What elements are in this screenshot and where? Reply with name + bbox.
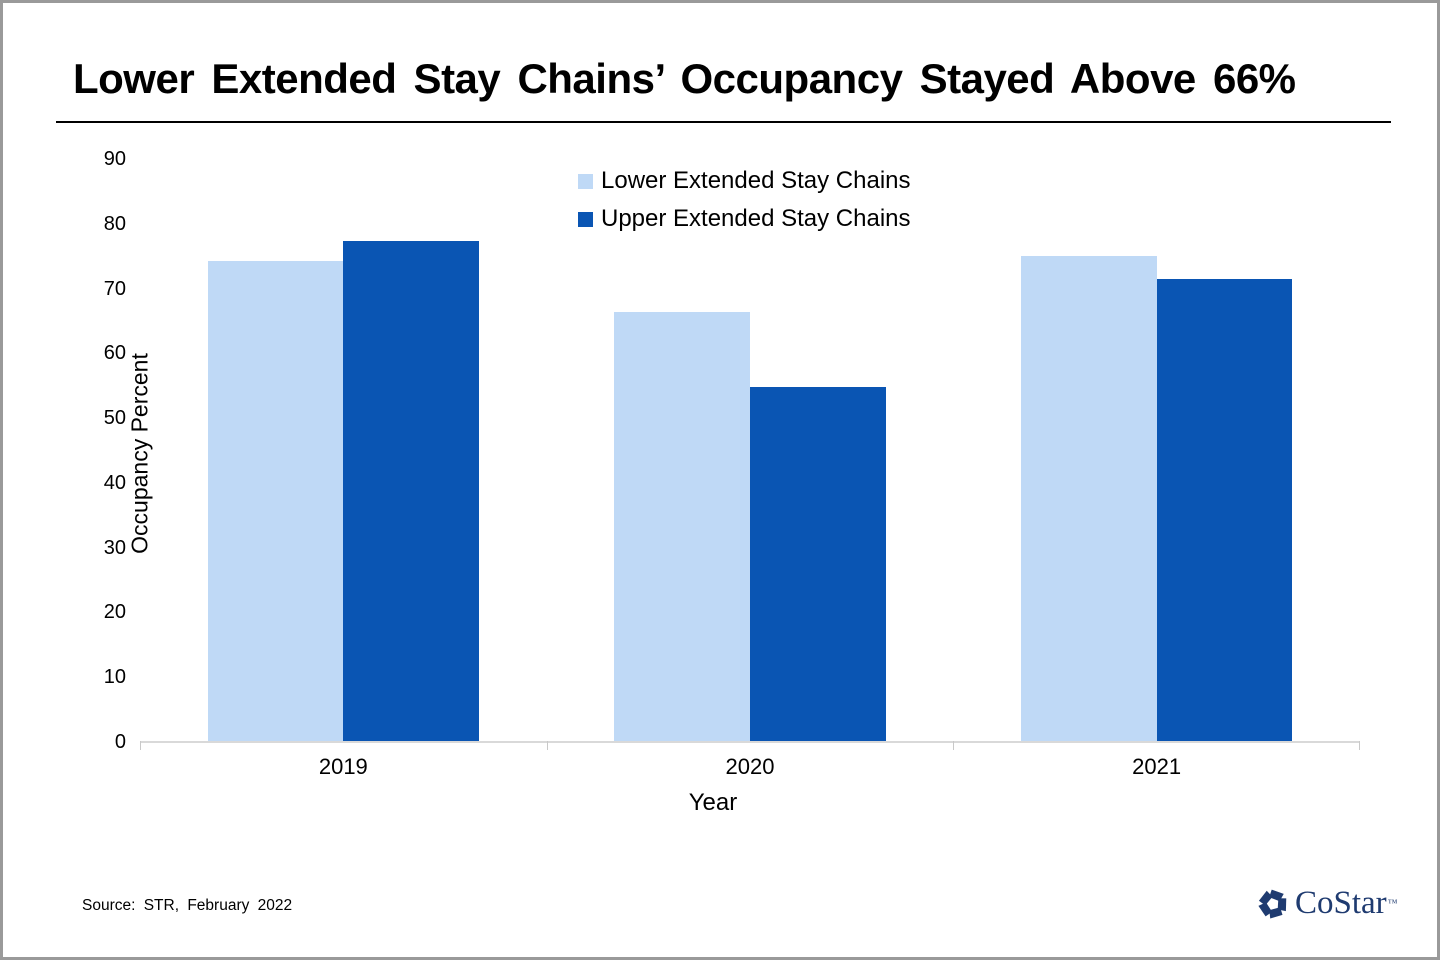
legend-item-lower: Lower Extended Stay Chains (578, 162, 911, 200)
y-tick-label: 0 (114, 731, 126, 753)
x-tick-label: 2021 (1132, 754, 1182, 779)
source-note: Source: STR, February 2022 (82, 897, 293, 914)
costar-logo-text: CoStar (1295, 885, 1387, 921)
x-axis-tickmark (1359, 741, 1360, 750)
x-axis-line (140, 741, 1360, 743)
x-tick-label: 2020 (725, 754, 775, 779)
x-axis-tickmark (546, 741, 548, 750)
y-axis-title: Occupancy Percent (126, 353, 153, 554)
x-axis-tickmark (140, 741, 141, 750)
chart-title: Lower Extended Stay Chains’ Occupancy St… (73, 55, 1296, 102)
y-tick-label: 20 (103, 601, 126, 624)
costar-pinwheel-icon (1258, 889, 1287, 918)
y-tick-label: 50 (103, 407, 126, 430)
plot-area: Occupancy Percent 0 10 20 30 40 50 60 70 80 90 201… (104, 148, 1360, 779)
costar-logo: CoStar ™ (1258, 887, 1397, 920)
legend-label-upper: Upper Extended Stay Chains (601, 205, 911, 232)
legend-label-lower: Lower Extended Stay Chains (601, 167, 911, 194)
y-tick-label: 80 (103, 212, 126, 235)
costar-trademark: ™ (1387, 898, 1398, 909)
x-tick-label: 2019 (318, 754, 368, 779)
bar-lower-2019 (207, 261, 344, 741)
bar-upper-2019 (343, 240, 479, 741)
title-divider (56, 121, 1391, 123)
y-tick-label: 10 (103, 666, 126, 689)
y-tick-label: 30 (103, 536, 126, 559)
bar-lower-2021 (1021, 255, 1157, 741)
legend-swatch-upper-icon (578, 211, 593, 227)
legend-item-upper: Upper Extended Stay Chains (578, 200, 911, 238)
y-tick-label: 60 (103, 342, 126, 365)
y-tick-label: 70 (103, 277, 126, 300)
x-axis-title: Year (688, 789, 738, 816)
bar-lower-2020 (614, 311, 750, 741)
bar-upper-2020 (750, 386, 886, 741)
bar-upper-2021 (1156, 279, 1293, 741)
x-axis-tickmark (953, 741, 955, 750)
legend-swatch-lower-icon (578, 173, 593, 189)
chart-legend: Lower Extended Stay Chains Upper Extende… (578, 162, 911, 238)
y-tick-label: 90 (103, 148, 126, 170)
y-tick-label: 40 (103, 471, 126, 494)
